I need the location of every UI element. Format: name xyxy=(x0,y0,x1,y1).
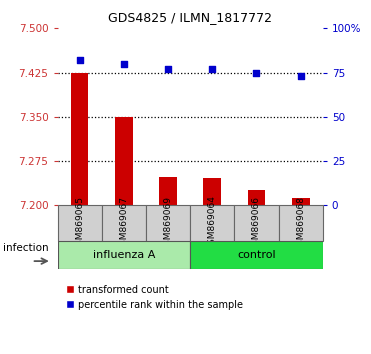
Text: GSM869067: GSM869067 xyxy=(119,195,128,251)
Bar xyxy=(190,241,323,269)
Point xyxy=(253,70,259,75)
Bar xyxy=(279,205,323,241)
Text: infection: infection xyxy=(3,243,49,253)
Text: GSM869065: GSM869065 xyxy=(75,195,84,251)
Bar xyxy=(58,241,190,269)
Bar xyxy=(146,205,190,241)
Bar xyxy=(234,205,279,241)
Bar xyxy=(102,205,146,241)
Bar xyxy=(159,177,177,205)
Bar xyxy=(247,190,265,205)
Text: control: control xyxy=(237,250,276,260)
Text: GSM869064: GSM869064 xyxy=(208,195,217,251)
Text: GSM869066: GSM869066 xyxy=(252,195,261,251)
Text: GSM869069: GSM869069 xyxy=(164,195,173,251)
Bar xyxy=(203,178,221,205)
Bar xyxy=(292,198,309,205)
Point xyxy=(77,57,83,63)
Text: GSM869068: GSM869068 xyxy=(296,195,305,251)
Point xyxy=(165,66,171,72)
Bar xyxy=(115,117,133,205)
Text: influenza A: influenza A xyxy=(93,250,155,260)
Bar xyxy=(71,73,88,205)
Point xyxy=(121,61,127,67)
Bar xyxy=(190,205,234,241)
Title: GDS4825 / ILMN_1817772: GDS4825 / ILMN_1817772 xyxy=(108,11,272,24)
Bar xyxy=(58,205,102,241)
Legend: transformed count, percentile rank within the sample: transformed count, percentile rank withi… xyxy=(62,281,247,314)
Point xyxy=(298,73,303,79)
Point xyxy=(209,66,215,72)
